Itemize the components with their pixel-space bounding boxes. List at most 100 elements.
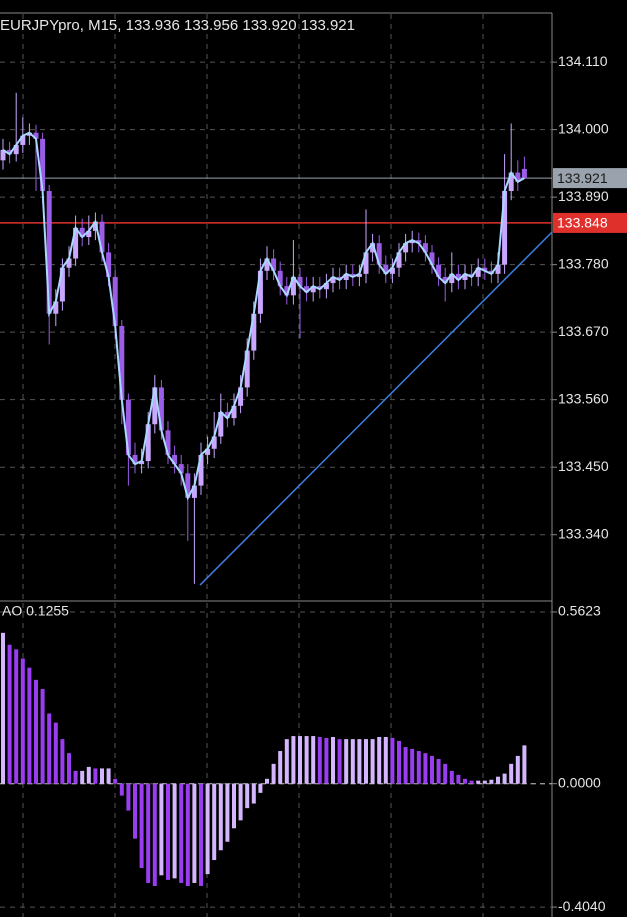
bar [14, 649, 19, 784]
bar [1, 632, 5, 784]
bar [218, 783, 223, 851]
candle-body [495, 264, 501, 274]
bar [430, 755, 434, 784]
bar [482, 780, 487, 784]
candle-body [13, 144, 19, 155]
bar [251, 783, 256, 804]
bar [205, 783, 210, 875]
candle-body [409, 240, 415, 244]
candle-body [132, 454, 138, 465]
bar [344, 739, 349, 784]
candle-body [277, 270, 283, 287]
y-tick-label: 133.780 [558, 255, 609, 271]
bar [73, 770, 78, 784]
bar [410, 748, 415, 784]
candle-body [211, 436, 217, 449]
candle-body [20, 135, 26, 145]
bar [113, 778, 118, 784]
bar [317, 736, 322, 784]
y-tick-label: 133.450 [558, 458, 609, 474]
candle-body [112, 276, 118, 327]
candle-body [172, 454, 178, 465]
candle-body [284, 286, 290, 296]
bar [100, 768, 104, 784]
indicator-title: AO 0.1255 [2, 603, 69, 619]
candle-body [191, 485, 197, 498]
bar [364, 739, 368, 784]
bar [159, 783, 164, 876]
price-label-box [553, 168, 627, 189]
bar [80, 770, 85, 784]
bar [390, 737, 395, 784]
bar [423, 753, 428, 784]
bar [232, 783, 236, 829]
y-tick-label: 134.110 [558, 53, 608, 69]
bar [93, 768, 98, 784]
bar [311, 736, 316, 784]
bar [126, 783, 131, 811]
candle-body [119, 326, 125, 400]
bar [152, 783, 157, 887]
candle-body [139, 461, 145, 465]
candle-body [0, 149, 6, 161]
bar [443, 763, 448, 784]
bar [476, 780, 481, 784]
bar [291, 736, 296, 784]
candle-body [389, 267, 395, 274]
bar [185, 783, 190, 887]
y-tick-label: 133.340 [558, 525, 609, 541]
candle-body [475, 267, 481, 277]
bar [469, 780, 474, 784]
bar [67, 753, 71, 784]
bar [212, 783, 217, 861]
y-tick-label: 0.5623 [558, 603, 601, 619]
candle-body [231, 405, 237, 419]
candle-body [165, 430, 171, 455]
candle-body [442, 276, 448, 284]
y-tick-label: 0.0000 [558, 774, 601, 790]
candle-body [218, 411, 224, 437]
candle-body [178, 464, 184, 474]
bar [27, 667, 32, 784]
candle-body [224, 411, 230, 419]
bar [139, 783, 144, 868]
bar [357, 739, 362, 784]
bar [47, 713, 52, 784]
candle-body [422, 243, 428, 253]
bar [496, 776, 500, 784]
bar [331, 736, 335, 784]
candle-body [403, 243, 409, 253]
candle-body [310, 286, 316, 293]
candle-body [508, 172, 514, 191]
candle-body [290, 276, 296, 296]
candle-body [86, 230, 92, 238]
candle-body [145, 424, 151, 462]
y-tick-label: 133.890 [558, 188, 609, 204]
bar [238, 783, 243, 821]
bar [489, 779, 494, 784]
bar [245, 783, 250, 809]
trendline [199, 231, 553, 586]
candle-body [33, 132, 39, 139]
candle-body [66, 258, 72, 268]
bar [377, 736, 382, 784]
candle-body [317, 286, 323, 290]
candle-body [125, 399, 131, 455]
bar [133, 783, 137, 839]
level-label-box [553, 212, 627, 233]
bar [179, 783, 184, 883]
bar [86, 766, 91, 784]
candle-body [185, 473, 191, 498]
bar [324, 737, 329, 784]
bar [53, 722, 58, 784]
bar [416, 751, 421, 784]
candle-body [251, 313, 257, 351]
bar [383, 736, 388, 784]
candle-body [363, 252, 369, 274]
candle-body [455, 273, 461, 280]
bar [522, 745, 527, 784]
candle-body [79, 227, 85, 238]
bar [146, 783, 151, 883]
bar [271, 763, 276, 784]
